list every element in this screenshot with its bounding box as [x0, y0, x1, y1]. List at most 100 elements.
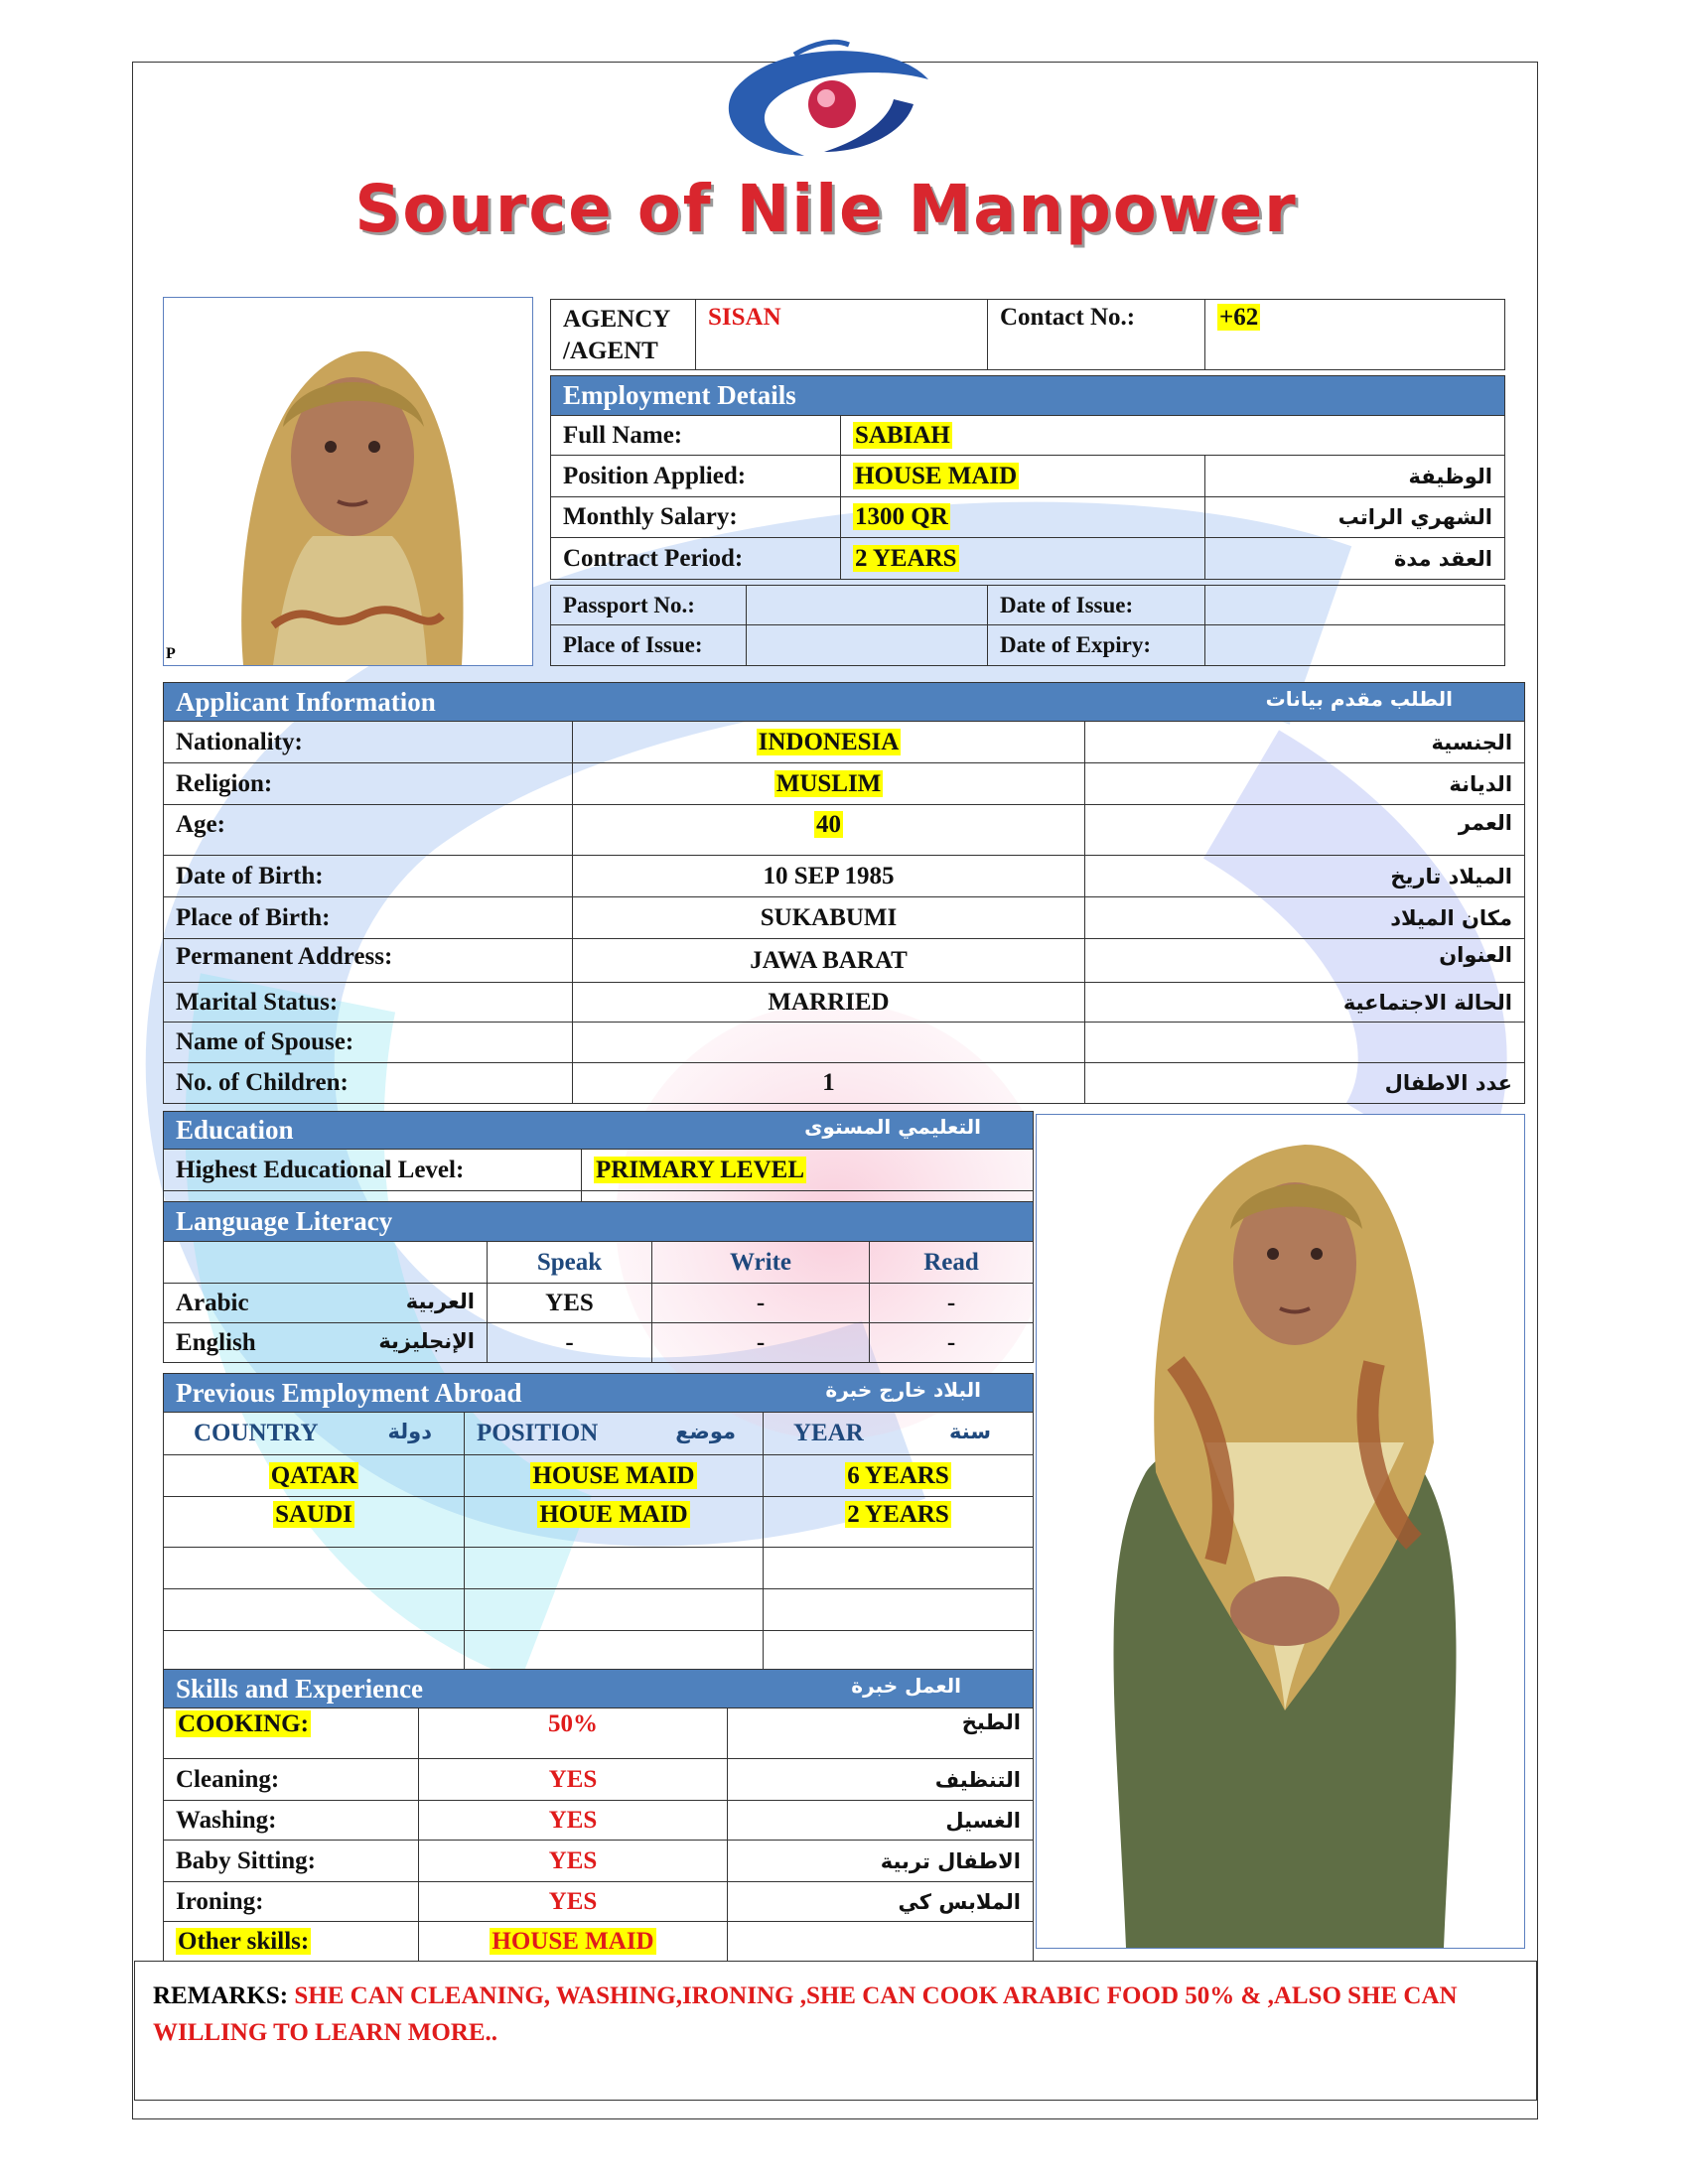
children-value: 1: [572, 1062, 1085, 1104]
position-value: HOUSE MAID: [853, 462, 1020, 489]
spouse-arabic: [1083, 1022, 1526, 1063]
position-arabic: الوظيفة: [1204, 455, 1505, 497]
year-value: 6 YEARS: [845, 1461, 951, 1489]
year-column: YEAR: [793, 1420, 864, 1446]
table-row: Contract Period: 2 YEARS العقد مدة: [550, 537, 1505, 580]
language-header: Language Literacy: [162, 1201, 1035, 1242]
salary-value: 1300 QR: [853, 503, 950, 530]
age-value: 40: [814, 811, 843, 838]
contract-value: 2 YEARS: [853, 544, 959, 572]
position-value: HOUE MAID: [537, 1501, 690, 1528]
remarks-text: SHE CAN CLEANING, WASHING,IRONING ,SHE C…: [153, 1982, 1458, 2046]
year-value: 2 YEARS: [845, 1501, 951, 1528]
full-name-label: Full Name:: [550, 415, 841, 456]
babysitting-value: YES: [418, 1840, 728, 1882]
dob-label: Date of Birth:: [163, 855, 573, 897]
address-label: Permanent Address:: [163, 938, 573, 983]
table-row: Religion: MUSLIM الديانة: [163, 762, 1526, 805]
brand-logo-icon: [728, 39, 928, 156]
table-row: Full Name: SABIAH: [550, 415, 1505, 456]
table-row: Monthly Salary: 1300 QR الشهري الراتب: [550, 496, 1505, 538]
table-row: Age: 40 العمر: [163, 804, 1526, 856]
table-row: Baby Sitting: YES الاطفال تربية: [163, 1840, 1034, 1882]
position-label: Position Applied:: [550, 455, 841, 497]
applicant-information-table: Applicant Information الطلب مقدم بيانات N…: [162, 682, 1526, 1104]
place-issue-label: Place of Issue:: [550, 624, 747, 666]
previous-employment-table: Previous Employment Abroad البلاد خارج خب…: [163, 1373, 1034, 1670]
table-row: QATAR HOUSE MAID 6 YEARS: [163, 1454, 1034, 1497]
read-value: -: [868, 1322, 1035, 1363]
ironing-value: YES: [418, 1881, 728, 1922]
nationality-value: INDONESIA: [756, 728, 902, 755]
table-row: Position Applied: HOUSE MAID الوظيفة: [550, 455, 1505, 497]
other-skills-arabic: [727, 1921, 1034, 1962]
marital-label: Marital Status:: [163, 982, 573, 1023]
passport-table: Passport No.: Date of Issue: Place of Iss…: [550, 585, 1505, 666]
cooking-label: COOKING:: [176, 1710, 311, 1737]
write-value: -: [651, 1322, 870, 1363]
applicant-portrait-photo: P: [163, 297, 533, 666]
address-value: JAWA BARAT: [572, 938, 1085, 983]
read-column: Read: [868, 1241, 1035, 1284]
cleaning-label: Cleaning:: [163, 1758, 419, 1801]
brand-title: Source of Nile Manpower: [354, 171, 1298, 247]
skills-header-arabic: العمل خبرة: [851, 1673, 961, 1698]
passport-no-value: [746, 585, 988, 625]
passport-no-label: Passport No.:: [550, 585, 747, 625]
contact-value: +62: [1217, 304, 1261, 331]
applicant-header-arabic: الطلب مقدم بيانات: [1265, 686, 1454, 711]
ironing-arabic: الملابس كي: [727, 1881, 1034, 1922]
date-issue-value: [1204, 585, 1505, 625]
nationality-label: Nationality:: [163, 721, 573, 763]
religion-value: MUSLIM: [774, 769, 884, 797]
other-skills-value: HOUSE MAID: [490, 1927, 656, 1955]
religion-arabic: الديانة: [1083, 762, 1526, 805]
table-row: Name of Spouse:: [163, 1022, 1526, 1063]
date-expiry-label: Date of Expiry:: [987, 624, 1205, 666]
spouse-label: Name of Spouse:: [163, 1022, 573, 1063]
education-table: Education التعليمي المستوى Highest Educat…: [163, 1111, 1034, 1202]
table-row: Place of Birth: SUKABUMI مكان الميلاد: [163, 896, 1526, 939]
children-label: No. of Children:: [163, 1062, 573, 1104]
cleaning-value: YES: [418, 1758, 728, 1801]
table-row: Cleaning: YES التنظيف: [163, 1758, 1034, 1801]
employment-details-table: Employment Details Full Name: SABIAH Posi…: [550, 375, 1505, 580]
washing-value: YES: [418, 1800, 728, 1841]
marital-arabic: الحالة الاجتماعية: [1083, 982, 1526, 1023]
pob-value: SUKABUMI: [572, 896, 1085, 939]
country-value: SAUDI: [273, 1501, 354, 1528]
babysitting-arabic: الاطفال تربية: [727, 1840, 1034, 1882]
cleaning-arabic: التنظيف: [727, 1758, 1034, 1801]
photo-caption: P: [166, 645, 176, 662]
spouse-value: [572, 1022, 1085, 1063]
agency-table: AGENCY/AGENT SISAN Contact No.: +62: [550, 299, 1505, 370]
dob-arabic: الميلاد تاريخ: [1083, 855, 1526, 897]
contact-label: Contact No.:: [987, 299, 1205, 370]
speak-value: -: [487, 1322, 652, 1363]
language-name-arabic: العربية: [405, 1289, 475, 1313]
language-name: Arabic: [176, 1289, 249, 1316]
applicant-full-body-photo: [1036, 1114, 1525, 1949]
address-arabic: العنوان: [1083, 938, 1526, 983]
marital-value: MARRIED: [572, 982, 1085, 1023]
pob-label: Place of Birth:: [163, 896, 573, 939]
contract-arabic: العقد مدة: [1204, 537, 1505, 580]
table-row: Marital Status: MARRIED الحالة الاجتماعية: [163, 982, 1526, 1023]
applicant-header: Applicant Information: [176, 686, 436, 717]
country-column: COUNTRY: [194, 1420, 319, 1446]
place-issue-value: [746, 624, 988, 666]
age-arabic: العمر: [1083, 804, 1526, 856]
language-name: English: [176, 1328, 256, 1356]
table-row: SAUDI HOUE MAID 2 YEARS: [163, 1496, 1034, 1548]
previous-header: Previous Employment Abroad: [176, 1377, 522, 1408]
washing-arabic: الغسيل: [727, 1800, 1034, 1841]
other-skills-label: Other skills:: [176, 1927, 312, 1955]
table-row: Other skills: HOUSE MAID: [163, 1921, 1034, 1962]
education-header: Education: [176, 1115, 294, 1145]
education-value: PRIMARY LEVEL: [594, 1156, 807, 1183]
table-row: Ironing: YES الملابس كي: [163, 1881, 1034, 1922]
remarks-label: REMARKS:: [153, 1982, 289, 2009]
skills-table: Skills and Experience العمل خبرة COOKING:…: [163, 1669, 1034, 1962]
education-label: Highest Educational Level:: [163, 1149, 582, 1191]
agency-label: AGENCY/AGENT: [550, 299, 696, 370]
